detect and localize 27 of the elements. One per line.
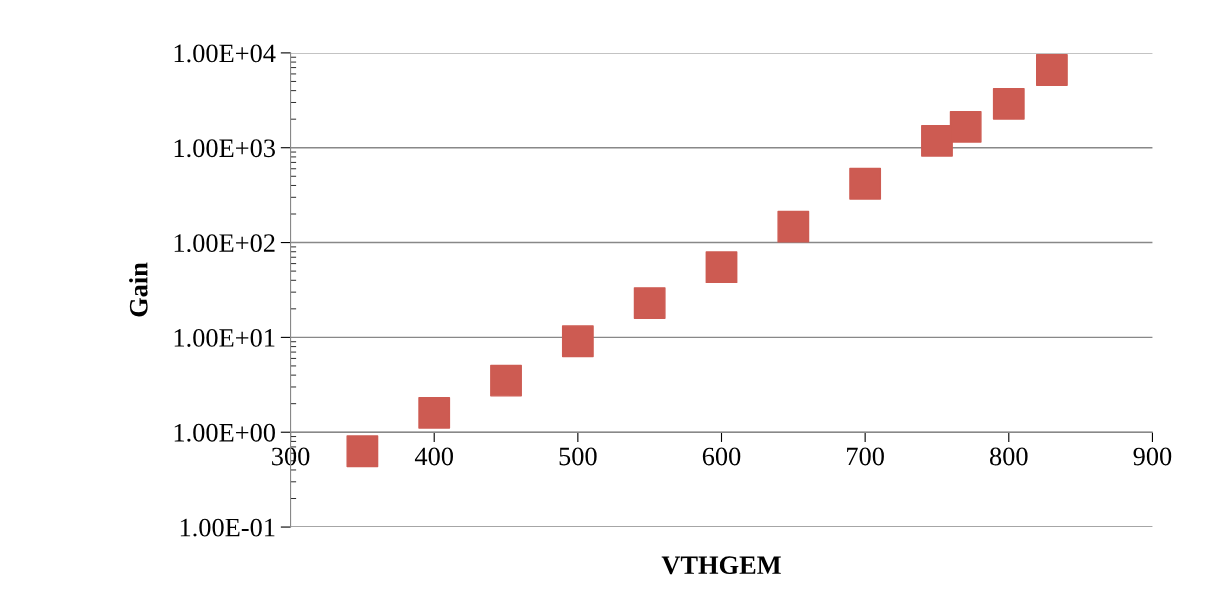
point: [777, 210, 810, 243]
y-tick-label: 1.00E+04: [174, 44, 276, 63]
x-tick-label: 900: [1133, 447, 1172, 466]
point: [1035, 54, 1068, 86]
point: [418, 396, 451, 429]
point: [346, 435, 379, 468]
y-tick-label: 1.00E+01: [174, 329, 275, 347]
x-tick-label: 300: [272, 447, 310, 466]
point: [633, 287, 666, 319]
y-tick-label: 1.00E+02: [174, 234, 275, 253]
point: [849, 167, 882, 200]
y-tick-label: 1.00E-01: [180, 518, 275, 537]
x-tick-label: 800: [990, 447, 1028, 466]
x-tick-label: 600: [702, 447, 741, 466]
y-tick-label: 1.00E+03: [174, 139, 275, 158]
x-axis-title: VTHGEM: [661, 556, 781, 575]
y-tick-label: 1.00E+00: [174, 423, 275, 442]
x-tick-label: 700: [847, 447, 884, 466]
point: [561, 325, 594, 358]
y-axis-title: Gain: [129, 262, 148, 317]
point: [949, 110, 982, 143]
point: [992, 87, 1025, 120]
point: [490, 364, 522, 397]
x-tick-label: 400: [414, 447, 453, 466]
x-tick-label: 500: [559, 447, 597, 466]
point: [921, 124, 953, 157]
point: [705, 251, 738, 284]
